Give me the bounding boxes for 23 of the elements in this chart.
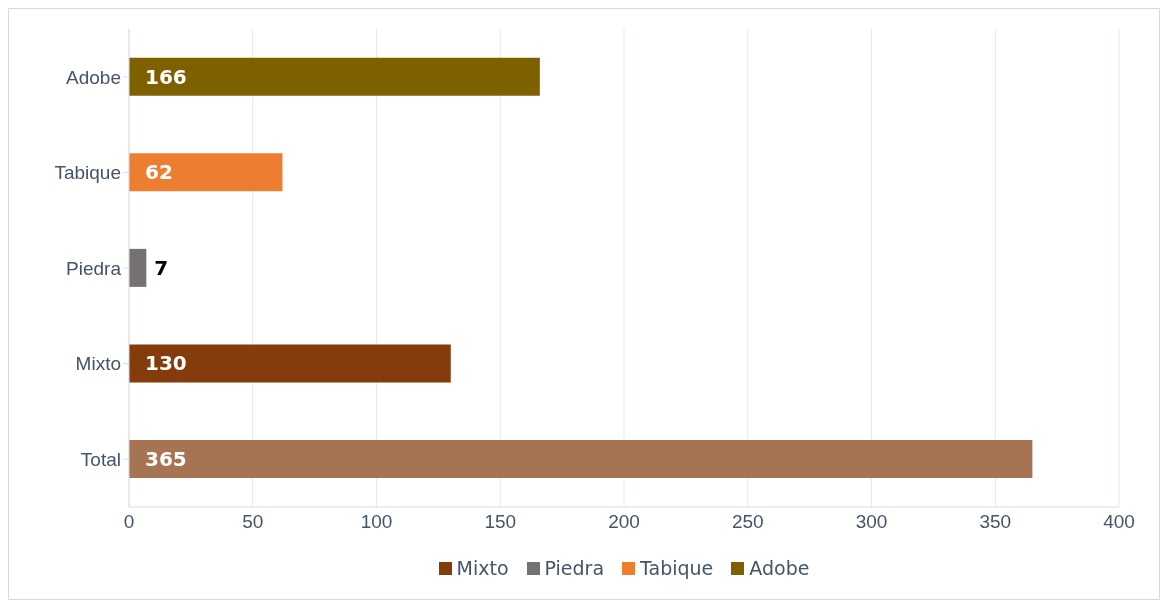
legend-label: Piedra bbox=[544, 557, 605, 579]
data-label: 62 bbox=[145, 160, 173, 185]
legend-label: Tabique bbox=[640, 557, 714, 579]
y-tick-label: Mixto bbox=[75, 353, 121, 375]
x-tick-label: 50 bbox=[242, 511, 264, 533]
data-label: 365 bbox=[145, 447, 187, 472]
data-label: 166 bbox=[145, 64, 187, 89]
y-tick-label: Piedra bbox=[66, 257, 122, 279]
legend-label: Mixto bbox=[456, 557, 509, 579]
x-tick-label: 400 bbox=[1103, 511, 1135, 533]
y-tick-label: Total bbox=[80, 448, 121, 470]
x-tick-label: 350 bbox=[979, 511, 1012, 533]
data-label: 130 bbox=[145, 351, 187, 376]
x-tick-label: 250 bbox=[731, 511, 764, 533]
x-tick-label: 100 bbox=[360, 511, 393, 533]
x-tick-label: 0 bbox=[123, 511, 135, 533]
x-tick-label: 150 bbox=[484, 511, 517, 533]
y-tick-label: Adobe bbox=[66, 66, 121, 88]
data-label: 7 bbox=[154, 255, 169, 280]
x-tick-label: 300 bbox=[855, 511, 888, 533]
x-tick-label: 200 bbox=[608, 511, 640, 533]
y-tick-label: Tabique bbox=[54, 162, 121, 184]
legend-label: Adobe bbox=[749, 557, 810, 579]
